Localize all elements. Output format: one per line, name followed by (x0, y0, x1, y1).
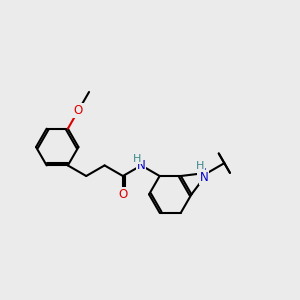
Text: H: H (133, 154, 142, 164)
Text: N: N (137, 159, 146, 172)
Text: O: O (74, 104, 83, 117)
Text: H: H (196, 161, 204, 171)
Text: N: N (197, 167, 206, 180)
Text: O: O (118, 188, 128, 201)
Text: N: N (200, 171, 208, 184)
